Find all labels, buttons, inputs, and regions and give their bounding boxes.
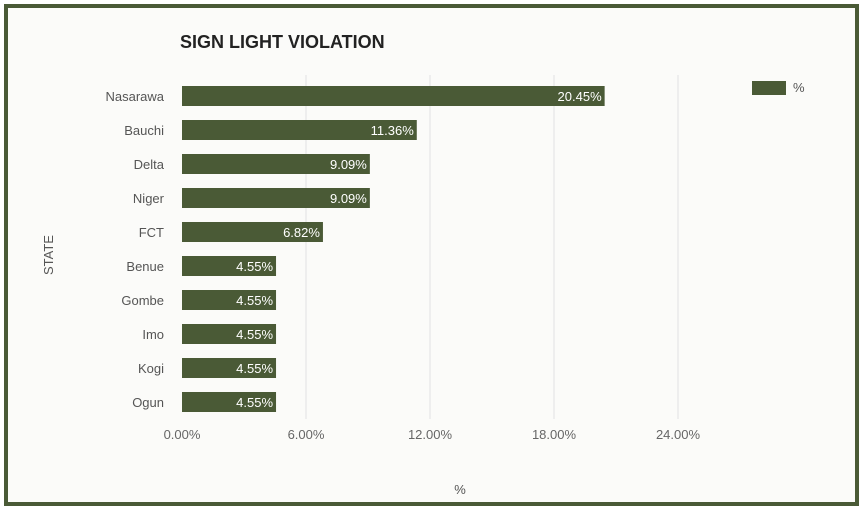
category-label: Ogun [132,395,164,410]
bar [182,120,417,140]
data-label: 4.55% [236,259,273,274]
bar [182,358,277,378]
bar [182,154,370,174]
y-axis-label: STATE [41,235,56,275]
data-label: 6.82% [283,225,320,240]
bar [182,290,277,310]
data-label: 11.36% [371,123,415,138]
data-label: 4.55% [236,361,273,376]
data-label: 9.09% [330,157,367,172]
bar [182,188,370,208]
category-label: Delta [134,157,165,172]
bar [182,256,277,276]
legend-swatch [752,81,786,95]
x-tick-label: 6.00% [288,427,325,442]
category-label: Bauchi [124,123,164,138]
category-label: Imo [142,327,164,342]
data-label: 9.09% [330,191,367,206]
category-label: Nasarawa [105,89,164,104]
category-label: FCT [139,225,164,240]
x-tick-label: 24.00% [656,427,701,442]
x-tick-label: 0.00% [164,427,201,442]
category-label: Benue [126,259,164,274]
category-label: Kogi [138,361,164,376]
category-label: Gombe [121,293,164,308]
bar [182,86,605,106]
category-label: Niger [133,191,165,206]
bar [182,324,277,344]
x-tick-label: 12.00% [408,427,453,442]
bar [182,392,277,412]
x-tick-label: 18.00% [532,427,577,442]
data-label: 4.55% [236,293,273,308]
legend-label: % [793,80,805,95]
chart-title: SIGN LIGHT VIOLATION [180,32,385,52]
data-label: 4.55% [236,327,273,342]
x-axis-label: % [454,482,466,497]
data-label: 4.55% [236,395,273,410]
bar [182,222,323,242]
data-label: 20.45% [558,89,603,104]
